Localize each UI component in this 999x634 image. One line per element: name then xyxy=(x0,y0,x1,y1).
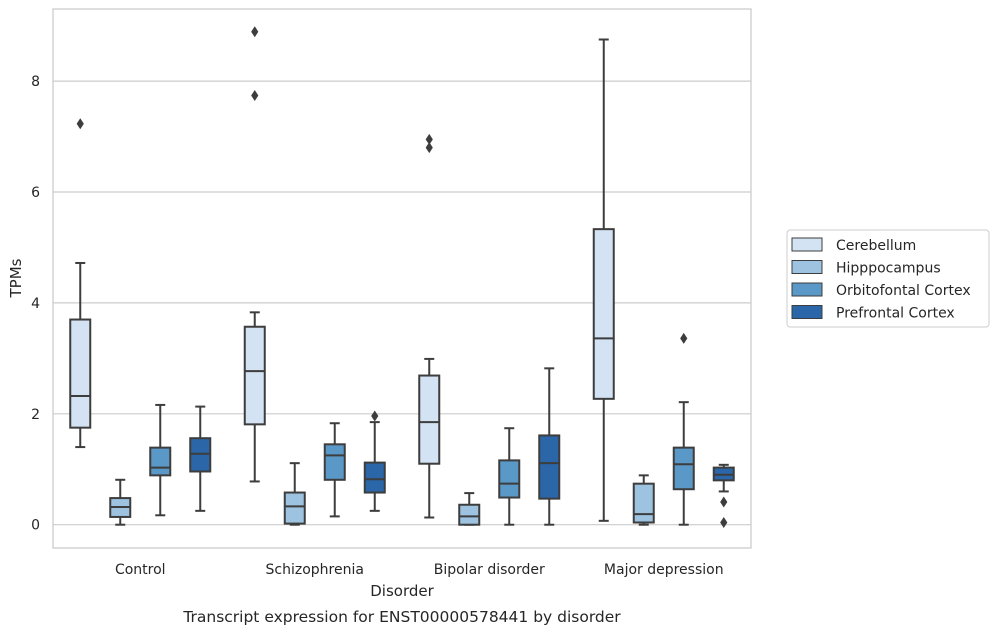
box-group xyxy=(712,463,735,528)
box-group xyxy=(672,332,695,526)
outlier-point xyxy=(680,332,688,344)
box-group xyxy=(69,118,92,449)
box-iqr xyxy=(632,482,655,524)
x-axis-ticks: Control Schizophrenia Bipolar disorder Majo… xyxy=(115,562,724,578)
outlier-point xyxy=(371,410,379,422)
x-axis-label: Disorder xyxy=(370,582,434,600)
box-iqr xyxy=(418,374,441,465)
box-group xyxy=(323,422,346,518)
x-tick-label: Schizophrenia xyxy=(266,562,364,578)
box-iqr xyxy=(69,318,92,429)
legend-swatch xyxy=(791,305,823,319)
figure-caption: Transcript expression for ENST0000057844… xyxy=(182,608,621,626)
legend: Cerebellum Hipppocampus Orbitofontal Corte… xyxy=(786,229,990,328)
box-group xyxy=(243,26,266,483)
box-group xyxy=(363,410,386,512)
box-iqr xyxy=(672,446,695,491)
y-tick-label: 6 xyxy=(31,185,40,201)
outlier-point xyxy=(251,26,259,38)
y-tick-label: 4 xyxy=(31,296,40,312)
outlier-point xyxy=(425,142,433,154)
box-group xyxy=(189,405,212,512)
box-iqr xyxy=(283,491,306,525)
legend-swatch xyxy=(791,237,823,252)
legend-label: Cerebellum xyxy=(836,238,916,254)
box-group xyxy=(632,474,655,526)
box-iqr xyxy=(323,443,346,481)
box-group xyxy=(109,478,132,526)
box-group xyxy=(498,427,521,526)
legend-swatch xyxy=(791,260,823,274)
plot-frame xyxy=(52,8,752,549)
box-iqr xyxy=(498,459,521,499)
legend-label: Hipppocampus xyxy=(836,261,941,277)
y-tick-label: 2 xyxy=(31,407,40,423)
x-tick-label: Control xyxy=(115,562,166,578)
legend-swatch xyxy=(791,282,823,297)
outlier-point xyxy=(76,118,84,130)
box-group xyxy=(538,367,561,526)
box-plot-series xyxy=(69,26,735,528)
box-iqr xyxy=(592,228,615,400)
y-axis-label: TPMs xyxy=(7,258,25,298)
y-tick-label: 0 xyxy=(31,518,40,534)
outlier-point xyxy=(251,90,259,102)
box-group xyxy=(418,133,441,519)
legend-frame xyxy=(786,229,990,328)
box-group xyxy=(592,38,615,522)
box-iqr xyxy=(363,461,386,494)
box-group xyxy=(458,492,481,526)
y-tick-label: 8 xyxy=(31,74,40,90)
outlier-point xyxy=(720,516,728,528)
box-iqr xyxy=(189,437,212,473)
box-iqr xyxy=(538,434,561,500)
box-iqr xyxy=(149,446,172,477)
outlier-point xyxy=(720,496,728,508)
box-iqr xyxy=(243,325,266,426)
legend-label: Prefrontal Cortex xyxy=(836,306,955,322)
box-group xyxy=(283,462,306,526)
legend-label: Orbitofontal Cortex xyxy=(836,283,971,299)
y-axis-ticks: 0 2 4 6 8 xyxy=(31,74,40,534)
outlier-point xyxy=(425,133,433,145)
x-tick-label: Bipolar disorder xyxy=(434,562,545,578)
box-iqr xyxy=(458,503,481,526)
gridlines xyxy=(53,80,751,526)
x-tick-label: Major depression xyxy=(604,562,724,578)
box-group xyxy=(149,403,172,517)
